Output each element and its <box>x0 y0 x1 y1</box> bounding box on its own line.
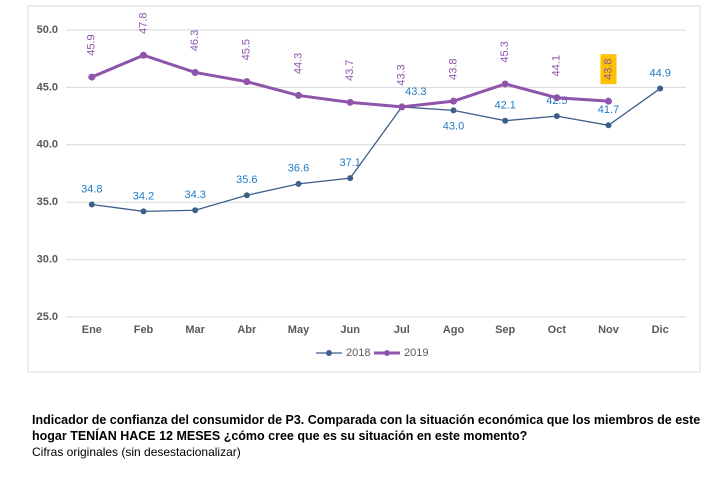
data-label: 43.8 <box>602 58 614 79</box>
y-tick-label: 25.0 <box>37 311 58 323</box>
data-label: 43.3 <box>396 64 408 85</box>
data-label: 37.1 <box>339 157 360 169</box>
data-label: 44.1 <box>551 55 563 76</box>
point <box>140 51 147 59</box>
x-tick-label: Ago <box>443 324 465 336</box>
point <box>553 113 560 120</box>
data-label: 34.2 <box>133 190 154 202</box>
point <box>346 98 354 106</box>
point <box>450 97 457 105</box>
y-tick-label: 45.0 <box>37 81 58 93</box>
point <box>243 192 250 199</box>
x-tick-label: Oct <box>548 324 567 336</box>
point <box>88 73 96 81</box>
point <box>243 78 251 86</box>
x-tick-label: Feb <box>134 324 154 336</box>
x-tick-label: Abr <box>237 324 257 336</box>
point <box>450 107 457 114</box>
point <box>88 201 95 208</box>
caption: Indicador de confianza del consumidor de… <box>32 412 702 460</box>
x-tick-label: May <box>288 324 310 336</box>
x-tick-label: Sep <box>495 324 515 336</box>
point <box>605 97 612 105</box>
point <box>191 68 199 76</box>
x-tick-label: Nov <box>598 324 620 336</box>
data-label: 42.1 <box>494 100 515 112</box>
point <box>295 180 302 187</box>
highlight <box>600 54 617 85</box>
data-label: 44.9 <box>649 67 670 79</box>
data-label: 43.8 <box>447 58 459 79</box>
caption-title: Indicador de confianza del consumidor de… <box>32 413 701 443</box>
data-label: 34.8 <box>81 183 102 195</box>
data-label: 36.6 <box>288 163 309 175</box>
data-label: 41.7 <box>598 104 619 116</box>
point <box>553 94 561 102</box>
data-label: 46.3 <box>189 30 201 51</box>
chart-frame <box>27 5 701 373</box>
data-label: 44.3 <box>292 53 304 74</box>
point <box>501 80 509 88</box>
legend-marker <box>384 350 390 356</box>
legend-marker <box>326 350 332 356</box>
y-tick-label: 40.0 <box>37 139 58 151</box>
point <box>605 122 612 129</box>
point <box>347 175 354 182</box>
y-tick-label: 35.0 <box>37 196 58 208</box>
point <box>502 117 509 124</box>
data-label: 35.6 <box>236 174 257 186</box>
data-label: 45.5 <box>241 39 253 60</box>
chart: 25.0 30.0 35.0 40.0 45.0 50.0 Ene Feb Mar Abr May J… <box>27 5 701 373</box>
point <box>398 103 406 111</box>
legend-label: 2019 <box>404 347 428 359</box>
data-label: 43.0 <box>443 120 464 132</box>
data-label: 34.3 <box>184 189 205 201</box>
y-tick-label: 50.0 <box>37 24 58 36</box>
point <box>140 208 147 215</box>
point <box>295 91 302 99</box>
series-line <box>91 88 661 213</box>
x-tick-label: Jul <box>394 324 410 336</box>
x-tick-label: Jun <box>340 324 360 336</box>
x-tick-label: Mar <box>185 324 205 336</box>
point <box>192 207 199 214</box>
point <box>657 85 664 92</box>
data-label: 47.8 <box>137 13 149 34</box>
y-tick-label: 30.0 <box>37 254 58 266</box>
caption-subtitle: Cifras originales (sin desestacionalizar… <box>32 445 241 459</box>
data-label: 45.9 <box>86 34 98 55</box>
data-label: 43.3 <box>405 86 426 98</box>
data-label: 43.7 <box>344 60 356 81</box>
x-tick-label: Dic <box>652 324 669 336</box>
x-tick-label: Ene <box>82 324 102 336</box>
data-label: 45.3 <box>499 41 511 62</box>
legend-label: 2018 <box>346 347 370 359</box>
